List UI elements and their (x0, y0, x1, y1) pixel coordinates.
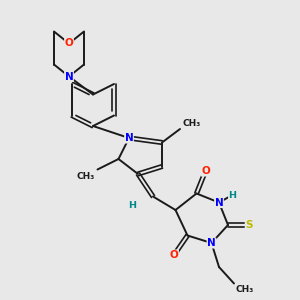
Text: N: N (64, 71, 74, 82)
Text: N: N (214, 197, 224, 208)
Text: CH₃: CH₃ (76, 172, 94, 181)
Text: CH₃: CH₃ (182, 118, 201, 127)
Text: O: O (64, 38, 74, 49)
Text: O: O (201, 166, 210, 176)
Text: N: N (207, 238, 216, 248)
Text: S: S (245, 220, 253, 230)
Text: H: H (128, 201, 136, 210)
Text: CH₃: CH₃ (236, 285, 254, 294)
Text: N: N (124, 133, 134, 143)
Text: O: O (169, 250, 178, 260)
Text: H: H (229, 190, 236, 200)
